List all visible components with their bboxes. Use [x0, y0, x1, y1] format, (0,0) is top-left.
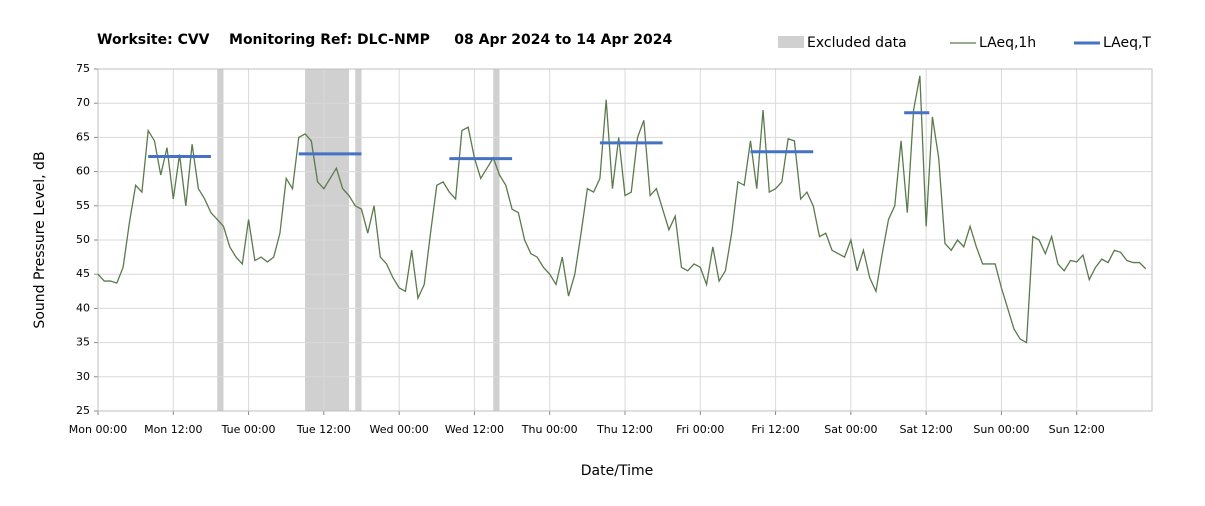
y-tick-label: 45	[76, 267, 90, 280]
x-tick-label: Tue 00:00	[221, 423, 276, 436]
y-tick-label: 65	[76, 130, 90, 143]
x-tick-label: Sun 00:00	[973, 423, 1029, 436]
x-tick-label: Mon 00:00	[69, 423, 127, 436]
x-tick-label: Tue 12:00	[296, 423, 351, 436]
y-tick-label: 35	[76, 336, 90, 349]
legend-label: Excluded data	[807, 35, 907, 51]
y-tick-label: 75	[76, 62, 90, 75]
x-tick-label: Sun 12:00	[1049, 423, 1105, 436]
legend-swatch	[778, 36, 804, 48]
x-tick-label: Wed 00:00	[370, 423, 429, 436]
x-tick-label: Wed 12:00	[445, 423, 504, 436]
x-tick-label: Mon 12:00	[144, 423, 202, 436]
y-tick-label: 50	[76, 233, 90, 246]
x-tick-label: Sat 12:00	[900, 423, 953, 436]
y-tick-label: 30	[76, 370, 90, 383]
y-tick-label: 25	[76, 404, 90, 417]
chart-title: Worksite: CVV Monitoring Ref: DLC-NMP 08…	[97, 32, 672, 48]
x-tick-label: Fri 12:00	[751, 423, 799, 436]
x-tick-label: Thu 12:00	[596, 423, 653, 436]
legend-label: LAeq,1h	[979, 35, 1036, 51]
y-tick-label: 40	[76, 301, 90, 314]
x-tick-label: Sat 00:00	[824, 423, 877, 436]
y-tick-label: 70	[76, 96, 90, 109]
y-tick-label: 55	[76, 199, 90, 212]
plot-frame	[97, 68, 1153, 412]
line-series	[97, 75, 1147, 344]
y-tick-label: 60	[76, 165, 90, 178]
x-axis-label: Date/Time	[581, 463, 653, 479]
legend-label: LAeq,T	[1103, 35, 1151, 51]
y-axis-label: Sound Pressure Level, dB	[32, 151, 48, 328]
x-tick-label: Fri 00:00	[676, 423, 724, 436]
x-tick-label: Thu 00:00	[521, 423, 578, 436]
